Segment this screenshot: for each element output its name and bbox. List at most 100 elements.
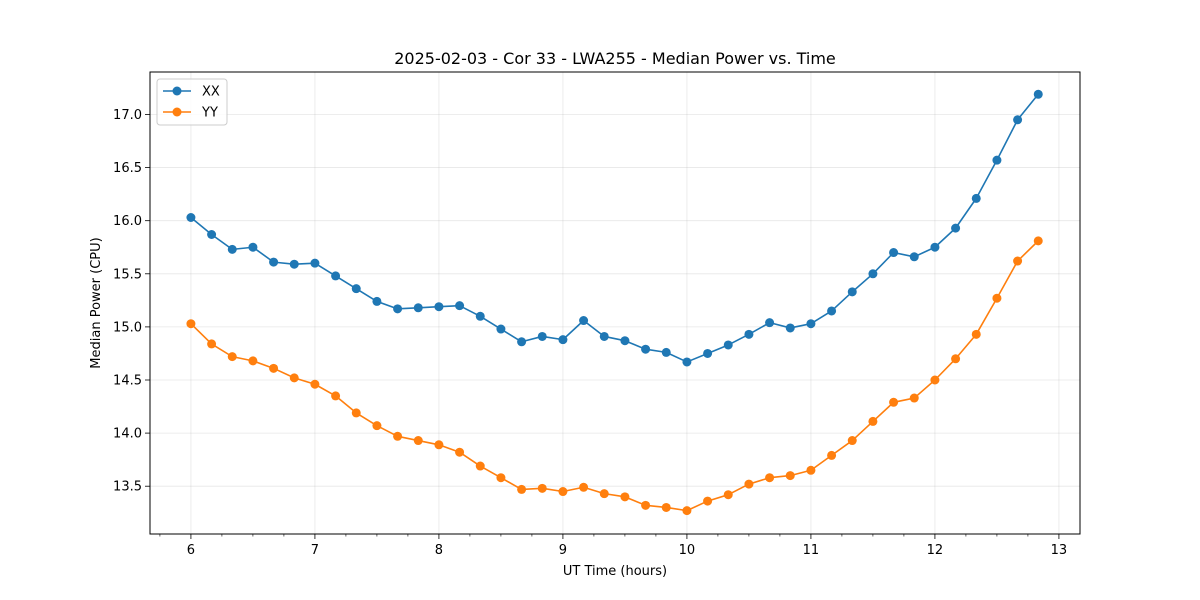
data-point-xx — [992, 155, 1002, 165]
data-point-xx — [785, 323, 795, 333]
data-point-yy — [620, 492, 630, 502]
data-point-yy — [1013, 256, 1023, 266]
data-point-yy — [971, 329, 981, 339]
data-point-xx — [310, 258, 320, 268]
data-point-xx — [269, 257, 279, 267]
x-tick-label: 12 — [927, 543, 944, 558]
data-point-yy — [930, 375, 940, 385]
data-point-xx — [289, 259, 299, 269]
legend: XX YY — [156, 78, 228, 126]
x-tick-label: 11 — [803, 543, 820, 558]
x-tick-label: 13 — [1051, 543, 1068, 558]
data-point-yy — [785, 471, 795, 481]
data-point-yy — [227, 352, 237, 362]
data-point-xx — [351, 284, 361, 294]
data-point-xx — [455, 301, 465, 311]
data-point-xx — [475, 311, 485, 321]
y-tick-label: 15.0 — [113, 320, 142, 335]
x-tick-label: 8 — [435, 543, 443, 558]
data-point-yy — [310, 379, 320, 389]
y-axis-label: Median Power (CPU) — [89, 237, 104, 368]
data-point-yy — [393, 431, 403, 441]
series-group — [186, 89, 1043, 516]
data-point-xx — [207, 230, 217, 239]
data-point-yy — [558, 487, 568, 497]
data-point-yy — [806, 465, 816, 475]
data-point-yy — [641, 500, 651, 510]
data-point-xx — [682, 357, 692, 367]
data-point-xx — [372, 296, 382, 306]
y-tick-label: 16.0 — [113, 214, 142, 229]
data-point-yy — [579, 482, 589, 492]
y-tick-label: 15.5 — [113, 267, 142, 282]
data-point-yy — [599, 489, 609, 499]
data-point-yy — [351, 408, 361, 418]
legend-label-xx: XX — [202, 85, 220, 100]
data-point-xx — [558, 335, 568, 345]
x-tick-label: 6 — [187, 543, 195, 558]
x-tick-label: 9 — [559, 543, 567, 558]
data-point-xx — [227, 244, 237, 254]
data-point-xx — [413, 303, 423, 313]
data-point-xx — [331, 271, 341, 281]
data-point-yy — [434, 440, 444, 450]
legend-label-yy: YY — [201, 106, 218, 121]
data-point-yy — [537, 483, 547, 493]
data-point-yy — [661, 502, 671, 512]
data-point-xx — [517, 337, 527, 347]
data-point-yy — [682, 506, 692, 516]
data-point-xx — [496, 324, 506, 334]
data-point-xx — [806, 319, 816, 329]
data-point-yy — [1033, 236, 1043, 246]
data-point-yy — [269, 363, 279, 373]
data-point-yy — [992, 293, 1002, 303]
data-point-yy — [413, 436, 423, 446]
data-point-yy — [723, 490, 733, 500]
data-point-xx — [599, 331, 609, 341]
data-point-xx — [661, 347, 671, 357]
data-point-xx — [765, 318, 775, 328]
data-point-xx — [744, 329, 754, 339]
data-point-xx — [723, 340, 733, 350]
data-point-xx — [641, 344, 651, 354]
legend-marker-xx — [172, 86, 182, 96]
data-point-yy — [289, 373, 299, 383]
data-point-yy — [868, 416, 878, 426]
data-point-yy — [475, 461, 485, 471]
data-point-xx — [186, 213, 196, 222]
data-point-xx — [971, 193, 981, 203]
x-tick-label: 7 — [311, 543, 319, 558]
data-point-yy — [331, 391, 341, 401]
data-point-xx — [951, 223, 961, 233]
data-point-xx — [579, 316, 589, 326]
y-tick-label: 13.5 — [113, 480, 142, 495]
data-point-xx — [620, 336, 630, 346]
y-tick-label: 14.0 — [113, 427, 142, 442]
data-point-xx — [537, 331, 547, 341]
legend-marker-yy — [172, 107, 182, 117]
data-point-xx — [434, 302, 444, 312]
y-tick-label: 17.0 — [113, 108, 142, 123]
data-point-yy — [847, 436, 857, 446]
data-point-xx — [889, 248, 899, 258]
data-point-xx — [1013, 115, 1023, 125]
data-point-yy — [372, 421, 382, 431]
data-point-xx — [827, 306, 837, 316]
data-point-xx — [248, 242, 258, 252]
data-point-xx — [393, 304, 403, 314]
plot-frame — [149, 71, 1081, 535]
data-point-yy — [248, 356, 258, 366]
data-point-yy — [207, 339, 217, 349]
x-axis-label: UT Time (hours) — [563, 564, 667, 579]
data-point-yy — [765, 473, 775, 483]
data-point-xx — [868, 269, 878, 279]
y-tick-label: 16.5 — [113, 161, 142, 176]
data-point-yy — [909, 393, 919, 403]
data-point-yy — [186, 319, 196, 329]
x-tick-label: 10 — [679, 543, 696, 558]
data-point-xx — [703, 348, 713, 358]
grid-lines — [150, 72, 1080, 534]
data-point-yy — [951, 354, 961, 364]
data-point-xx — [1033, 89, 1043, 99]
